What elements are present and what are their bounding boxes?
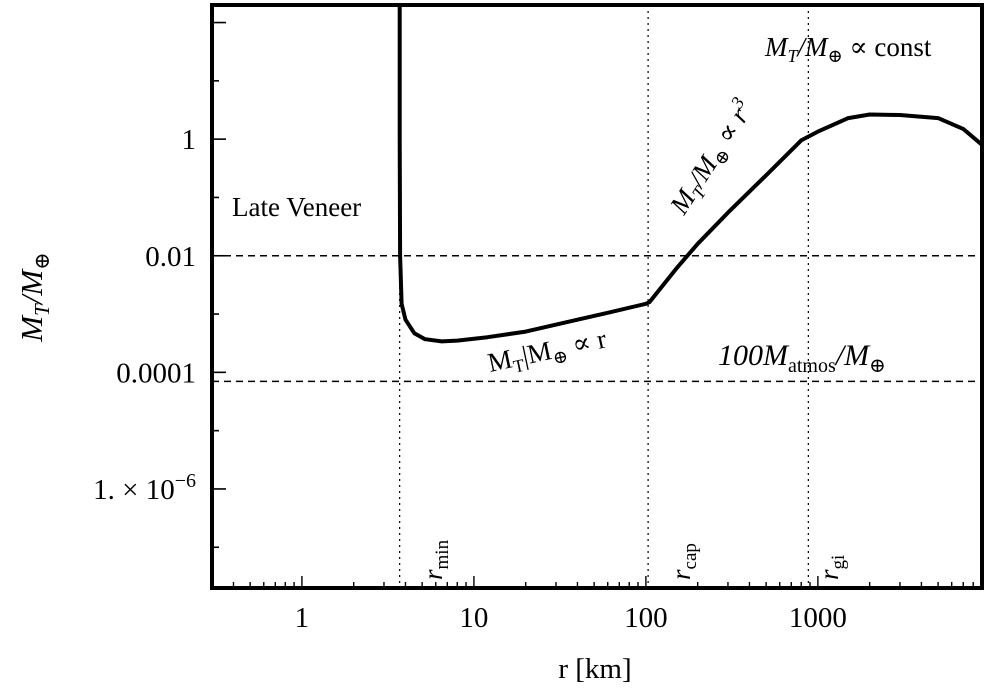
annotation-const: MT/M⊕ ∝ const [764, 32, 932, 66]
annotation-r3: MT/M⊕ ∝ r3 [661, 93, 763, 222]
axis-ticks: 1 10 100 1000 1 0.01 0.0001 1. × 10−6 [93, 21, 983, 634]
svg-text:rmin: rmin [418, 539, 453, 580]
series-line [397, 5, 984, 344]
svg-text:MT/M⊕: MT/M⊕ [14, 252, 54, 343]
y-tick-label: 0.0001 [116, 357, 196, 389]
svg-text:rgi: rgi [814, 555, 849, 580]
svg-text:MT|M⊕ ∝ r: MT|M⊕ ∝ r [485, 324, 610, 382]
x-tick-label: 10 [459, 602, 488, 634]
reference-lines [212, 5, 982, 588]
plot-frame [210, 3, 984, 590]
x-axis-label: r [km] [558, 653, 631, 685]
y-axis-label: MT/M⊕ [14, 252, 54, 343]
x-tick-label: 1000 [789, 602, 847, 634]
label-r-gi: rgi [814, 555, 849, 580]
annotation-atmos: 100Matmos/M⊕ [718, 339, 886, 377]
y-tick-label: 1 [182, 124, 197, 156]
svg-text:MT/M⊕ ∝ r3: MT/M⊕ ∝ r3 [661, 93, 763, 222]
x-tick-label: 1 [295, 602, 310, 634]
label-r-cap: rcap [666, 543, 701, 580]
svg-text:rcap: rcap [666, 543, 701, 580]
x-tick-label: 100 [624, 602, 668, 634]
annotation-r: MT|M⊕ ∝ r [485, 324, 610, 382]
annotation-late-veneer: Late Veneer [232, 192, 361, 222]
label-r-min: rmin [418, 539, 453, 580]
y-tick-label: 0.01 [145, 241, 196, 273]
y-tick-label: 1. × 10−6 [93, 470, 196, 506]
